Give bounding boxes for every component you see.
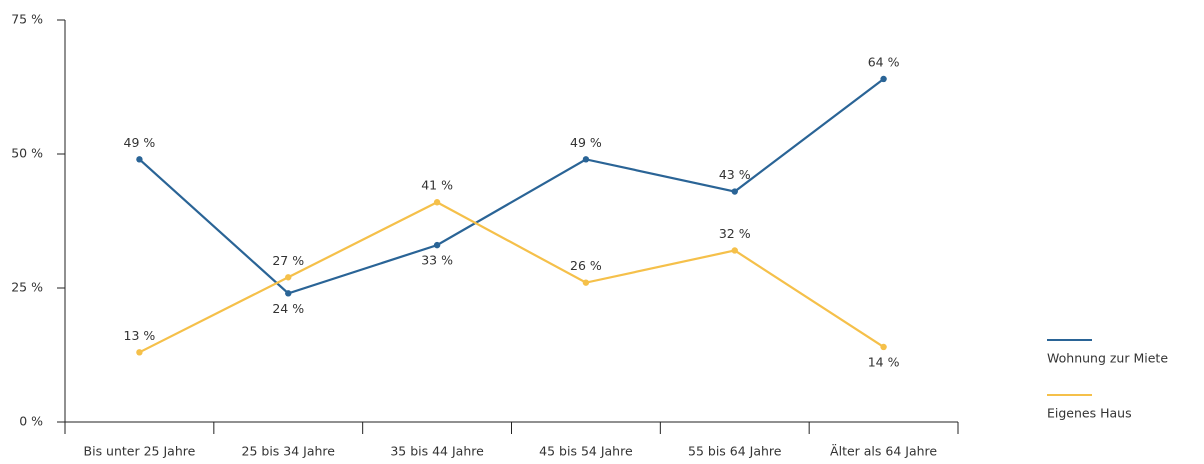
data-label: 27 % <box>272 253 304 268</box>
data-label: 43 % <box>719 167 751 182</box>
data-label: 26 % <box>570 258 602 273</box>
x-tick-label: 45 bis 54 Jahre <box>539 444 633 459</box>
line <box>138 78 885 295</box>
point <box>880 75 887 83</box>
x-tick-label: Bis unter 25 Jahre <box>84 444 196 459</box>
point <box>433 199 441 206</box>
point <box>285 290 292 297</box>
point <box>731 188 738 195</box>
point <box>136 349 143 356</box>
x-tick-label: 25 bis 34 Jahre <box>242 444 336 459</box>
y-tick-label: 50 % <box>11 146 43 161</box>
data-label: 33 % <box>421 253 453 268</box>
y-tick-label: 75 % <box>11 12 43 27</box>
data-label: 24 % <box>272 301 304 316</box>
point <box>285 274 292 281</box>
point <box>880 343 887 351</box>
point <box>136 156 143 163</box>
line <box>138 200 885 354</box>
data-label: 41 % <box>421 178 453 193</box>
data-label: 13 % <box>124 328 156 343</box>
x-tick-label: 55 bis 64 Jahre <box>688 444 782 459</box>
x-tick-label: 35 bis 44 Jahre <box>390 444 484 459</box>
point <box>731 247 738 254</box>
point <box>582 156 590 163</box>
point <box>582 279 590 286</box>
legend-label: Eigenes Haus <box>1047 406 1132 421</box>
data-label: 49 % <box>570 135 602 150</box>
data-label: 64 % <box>868 54 900 69</box>
x-tick-label: Älter als 64 Jahre <box>830 444 937 459</box>
y-tick-label: 0 % <box>19 414 43 429</box>
legend-label: Wohnung zur Miete <box>1047 351 1168 366</box>
point <box>433 241 441 249</box>
data-label: 32 % <box>719 226 751 241</box>
data-label: 14 % <box>868 354 900 369</box>
data-label: 49 % <box>124 135 156 150</box>
y-tick-label: 25 % <box>11 280 43 295</box>
